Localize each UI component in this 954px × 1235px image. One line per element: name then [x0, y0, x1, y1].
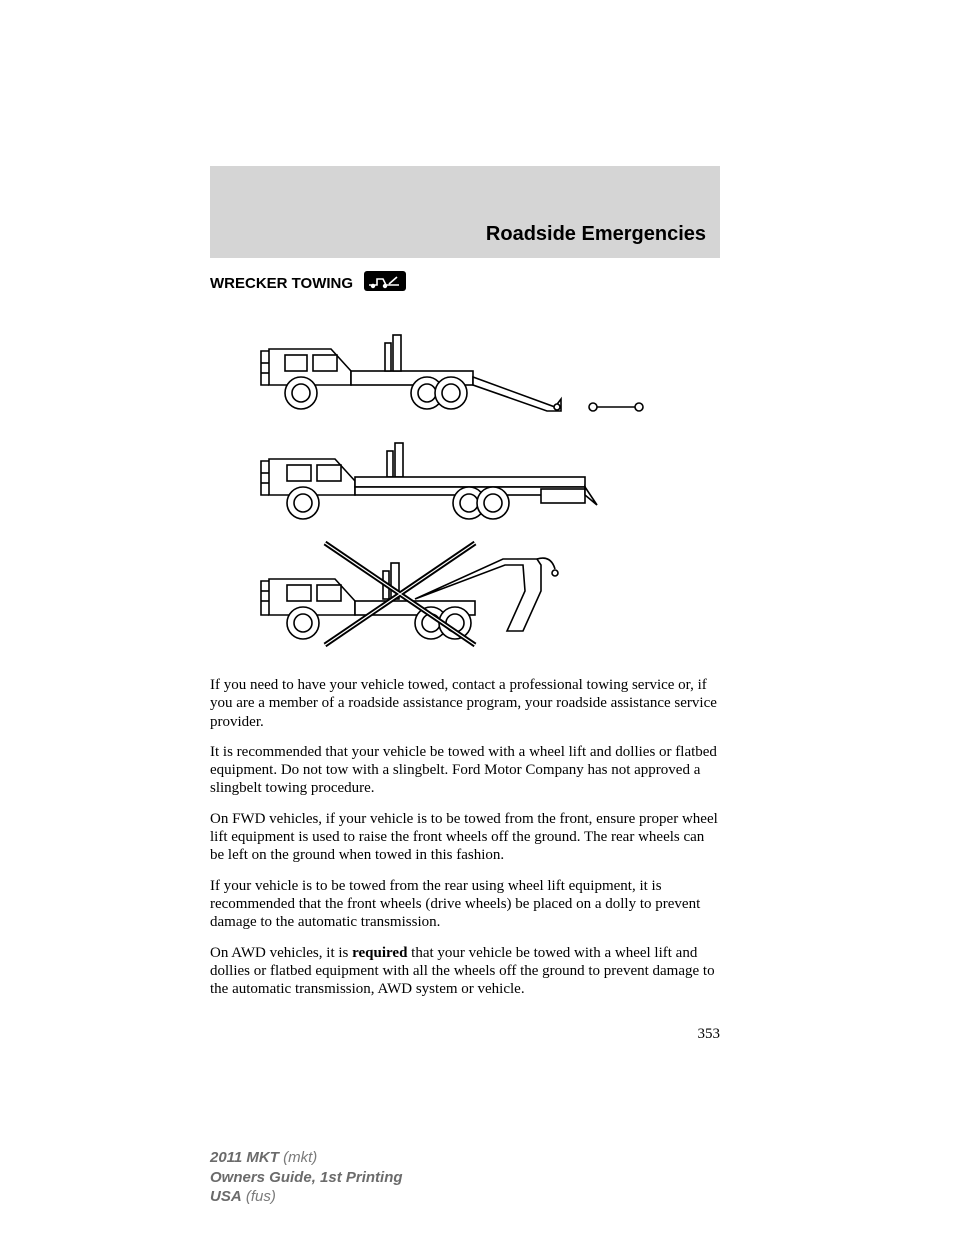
- page-header-title: Roadside Emergencies: [486, 223, 706, 246]
- paragraph-4: If your vehicle is to be towed from the …: [210, 877, 720, 932]
- paragraph-2: It is recommended that your vehicle be t…: [210, 743, 720, 798]
- footer-country: USA: [210, 1188, 242, 1205]
- paragraph-5a: On AWD vehicles, it is: [210, 945, 352, 961]
- footer-line-2: Owners Guide, 1st Printing: [210, 1168, 403, 1188]
- page-content: WRECKER TOWING: [210, 270, 720, 998]
- wrecker-icon: [363, 270, 407, 297]
- footer-model-code: (mkt): [283, 1149, 317, 1166]
- footer: 2011 MKT (mkt) Owners Guide, 1st Printin…: [210, 1148, 403, 1207]
- footer-line-3: USA (fus): [210, 1187, 403, 1207]
- footer-country-code: (fus): [246, 1188, 276, 1205]
- footer-model: 2011 MKT: [210, 1149, 279, 1166]
- paragraph-5-bold: required: [352, 945, 407, 961]
- paragraph-5: On AWD vehicles, it is required that you…: [210, 944, 720, 999]
- page-number: 353: [698, 1026, 721, 1043]
- paragraph-1: If you need to have your vehicle towed, …: [210, 676, 720, 731]
- section-heading: WRECKER TOWING: [210, 275, 353, 292]
- paragraph-3: On FWD vehicles, if your vehicle is to b…: [210, 810, 720, 865]
- footer-line-1: 2011 MKT (mkt): [210, 1148, 403, 1168]
- header-band: Roadside Emergencies: [210, 166, 720, 258]
- wrecker-diagram: [210, 307, 720, 662]
- section-heading-row: WRECKER TOWING: [210, 270, 720, 297]
